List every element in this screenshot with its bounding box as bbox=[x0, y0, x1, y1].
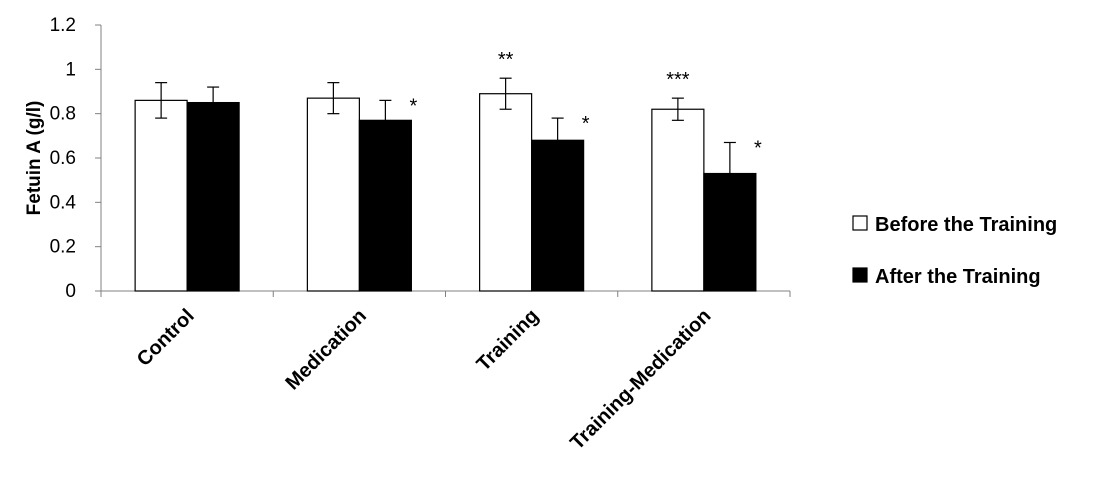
legend-label: Before the Training bbox=[875, 214, 1057, 236]
chart-marks: 00.20.40.60.811.2Control*Medication***Tr… bbox=[50, 15, 1058, 454]
y-tick-label: 1 bbox=[65, 59, 76, 80]
legend-swatch bbox=[852, 267, 868, 283]
y-tick-label: 0.8 bbox=[50, 104, 76, 125]
significance-label: ** bbox=[498, 49, 514, 71]
bar bbox=[651, 108, 705, 292]
legend-label: After the Training bbox=[875, 266, 1041, 288]
significance-label: * bbox=[754, 137, 762, 159]
x-tick-label: Training bbox=[473, 305, 544, 376]
y-tick-label: 0.2 bbox=[50, 237, 76, 258]
bar bbox=[186, 101, 240, 292]
y-tick-label: 1.2 bbox=[50, 15, 76, 36]
x-tick-label: Medication bbox=[281, 305, 370, 394]
y-tick-label: 0 bbox=[65, 281, 76, 302]
bar bbox=[134, 99, 188, 292]
bar bbox=[306, 97, 360, 292]
legend-swatch bbox=[852, 215, 868, 231]
bar bbox=[479, 93, 533, 292]
y-axis-title: Fetuin A (g/l) bbox=[24, 101, 45, 216]
y-tick-label: 0.6 bbox=[50, 148, 76, 169]
x-tick-label: Control bbox=[133, 305, 199, 371]
y-tick-label: 0.4 bbox=[50, 192, 77, 213]
significance-label: *** bbox=[666, 69, 690, 91]
significance-label: * bbox=[409, 95, 417, 117]
bar bbox=[358, 119, 412, 292]
x-tick-label: Training-Medication bbox=[566, 305, 715, 454]
significance-label: * bbox=[582, 113, 590, 135]
bar bbox=[531, 139, 585, 292]
